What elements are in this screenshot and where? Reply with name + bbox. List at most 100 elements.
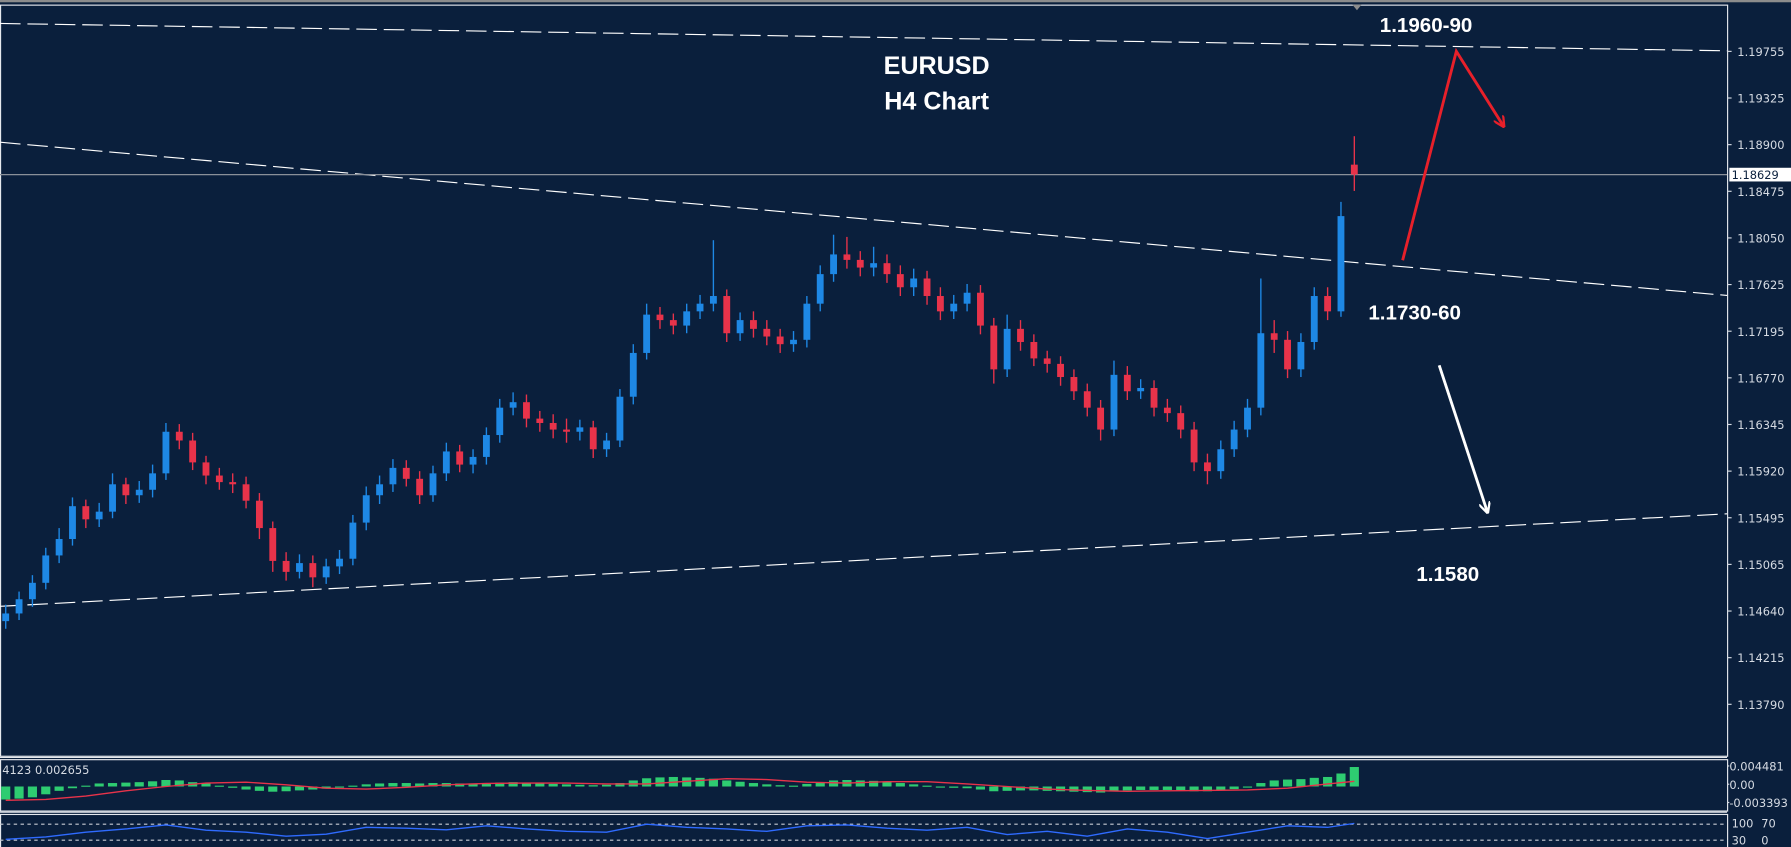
trendline-lower-channel[interactable] (0, 513, 1728, 607)
macd-histogram-bar (708, 778, 718, 787)
candle-body (1270, 333, 1278, 340)
candle-body (803, 303, 811, 340)
candle (362, 486, 370, 531)
candle (28, 575, 36, 607)
price-axis: 1.19755 1.19325 1.18900 1.18475 1.18050 1.176… (1727, 45, 1791, 712)
candle (576, 419, 584, 441)
candle-body (1244, 407, 1251, 430)
price-tick-label: 1.14640 (1737, 605, 1784, 619)
candle-body (15, 599, 23, 614)
candle-body (629, 352, 637, 397)
candle (1110, 360, 1118, 437)
candle (536, 410, 544, 432)
macd-histogram-bar (1109, 786, 1119, 791)
candle-body (790, 339, 797, 345)
macd-histogram-bar (655, 777, 665, 787)
candle-body (1337, 216, 1345, 312)
candle (255, 493, 263, 540)
macd-histogram-bar (561, 784, 572, 787)
macd-signal-line (5, 778, 1355, 802)
candle (1177, 405, 1185, 439)
trendline-resistance[interactable] (0, 22, 1728, 52)
candle (723, 289, 731, 342)
macd-histogram-bar (1162, 786, 1172, 790)
rsi-tick-label: 70 (1761, 817, 1776, 831)
candle-body (1043, 358, 1051, 364)
candle-body (309, 563, 317, 578)
candle (1217, 440, 1225, 479)
macd-histogram-bar (989, 786, 999, 792)
macd-histogram-bar (1, 786, 11, 800)
macd-histogram-bar (161, 780, 171, 787)
chart-shift-marker-icon[interactable] (1352, 4, 1362, 11)
candle (936, 287, 944, 321)
macd-histogram-bar (615, 783, 625, 787)
price-tick-label: 1.15495 (1737, 511, 1784, 525)
candle-body (215, 475, 223, 483)
candle-body (1110, 374, 1118, 430)
candle (830, 234, 837, 282)
macd-histogram-bar (949, 786, 959, 788)
candle (1070, 369, 1078, 401)
macd-histogram-bar (361, 784, 371, 787)
macd-histogram-bar (1082, 786, 1092, 793)
candle-body (269, 528, 277, 561)
macd-histogram-bar (334, 786, 345, 788)
macd-histogram-bar (214, 785, 224, 787)
candle-body (896, 274, 904, 288)
macd-histogram-bar (962, 786, 972, 789)
candle (402, 460, 410, 487)
chart-subtitle: H4 Chart (884, 88, 989, 116)
candle (896, 265, 904, 297)
candle (1204, 453, 1211, 485)
rsi-panel: 100 70 30 0 (0, 817, 1776, 847)
macd-histogram-bar (81, 785, 91, 787)
macd-histogram-bar (1323, 776, 1333, 787)
candle (656, 306, 664, 329)
macd-histogram-bar (722, 780, 732, 787)
trendline-upper-channel[interactable] (0, 141, 1728, 297)
candle (843, 236, 851, 269)
macd-histogram-bar (975, 786, 986, 790)
macd-histogram-bar (508, 782, 518, 787)
candle (229, 473, 237, 494)
candle-body (1310, 296, 1318, 342)
macd-histogram-bar (1002, 786, 1012, 791)
candle-body (376, 484, 384, 496)
price-tick-label: 1.17625 (1737, 278, 1784, 292)
candle (803, 296, 811, 348)
candle-body (1097, 407, 1105, 430)
macd-histogram-bar (1296, 779, 1306, 787)
candle (990, 317, 998, 384)
candle (816, 265, 824, 312)
candle (1083, 383, 1091, 417)
candle (1190, 421, 1198, 472)
macd-histogram-bar (268, 786, 278, 792)
candle-body (109, 484, 116, 512)
macd-histogram-bar (348, 785, 358, 787)
candle-body (1003, 328, 1011, 370)
price-tick-label: 1.13790 (1737, 698, 1784, 712)
current-price-label: 1.18629 (1732, 168, 1779, 182)
candle (202, 455, 210, 485)
macd-tick-label: 0.004481 (1729, 760, 1783, 774)
candle (549, 414, 557, 439)
candle (643, 303, 651, 360)
candle (603, 432, 611, 457)
candle-body (135, 489, 143, 496)
macd-histogram-bar (1069, 786, 1079, 792)
candle-body (1350, 164, 1358, 175)
macd-header: 4123 0.002655 (2, 763, 89, 777)
candle (870, 246, 878, 277)
macd-histogram-bar (802, 783, 812, 787)
candle-body (496, 407, 504, 436)
candle-body (229, 482, 237, 485)
price-tick-label: 1.19755 (1737, 45, 1784, 59)
candle-body (362, 495, 370, 523)
candle-body (189, 440, 197, 463)
macd-histogram-bar (1336, 773, 1346, 787)
trendlines (0, 22, 1728, 607)
candle-body (549, 422, 557, 430)
candle (322, 558, 330, 584)
